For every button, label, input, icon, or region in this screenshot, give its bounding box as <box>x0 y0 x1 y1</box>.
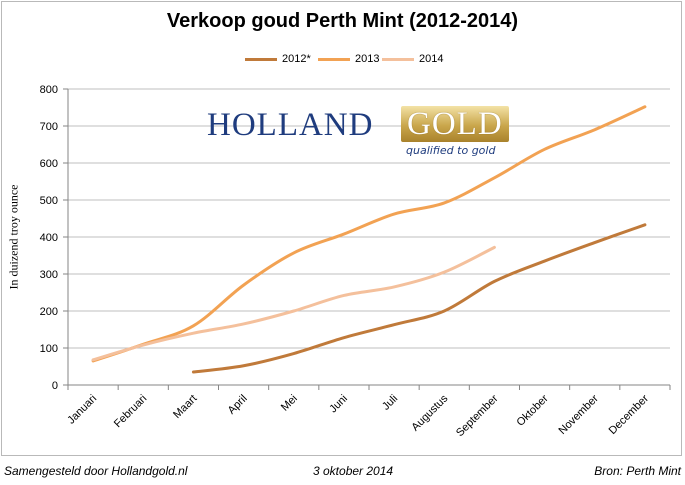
x-tick-label: Augustus <box>409 392 450 433</box>
series-lines <box>91 105 647 374</box>
legend-swatch-2013 <box>318 57 350 61</box>
x-tick-label: September <box>454 392 501 439</box>
footer: Samengesteld door Hollandgold.nl 3 oktob… <box>0 460 685 482</box>
y-tick-label: 700 <box>40 121 58 133</box>
legend-item-2013: 2013 <box>318 53 379 65</box>
legend-swatch-2014 <box>382 57 414 61</box>
chart-frame <box>1 1 682 456</box>
y-tick-label: 100 <box>40 343 58 355</box>
x-tick-labels: Januari Februari Maart April Mei Juni Juli Augu… <box>65 392 651 439</box>
y-tick-label: 600 <box>40 158 58 170</box>
logo-word-gold: GOLD <box>407 106 503 142</box>
series-line-2014 <box>91 245 496 362</box>
x-tick-label: December <box>607 392 652 437</box>
hollandgold-logo: HOLLAND GOLD qualified to gold <box>207 106 517 162</box>
y-tick-label: 800 <box>40 84 58 96</box>
footer-date: 3 oktober 2014 <box>313 464 394 478</box>
footer-credit: Samengesteld door Hollandgold.nl <box>4 464 188 478</box>
y-tick-labels: 0 100 200 300 400 500 600 700 800 <box>40 84 58 392</box>
x-tick-label: Maart <box>171 393 199 421</box>
x-tick-label: Mei <box>279 393 300 414</box>
x-tick-label: Februari <box>112 393 149 430</box>
x-tick-label: Juli <box>380 393 400 413</box>
y-tick-label: 0 <box>52 380 58 392</box>
logo-gold-box: GOLD <box>401 106 509 142</box>
legend-label-2013: 2013 <box>355 53 380 65</box>
chart-title: Verkoop goud Perth Mint (2012-2014) <box>166 10 519 32</box>
x-tick-label: November <box>557 392 602 437</box>
x-tick-label: Januari <box>65 393 99 427</box>
legend-item-2014: 2014 <box>382 53 443 65</box>
logo-word-holland: HOLLAND <box>207 107 374 143</box>
x-tick-label: Oktober <box>515 392 551 428</box>
y-tick-label: 300 <box>40 269 58 281</box>
legend-label-2012: 2012* <box>282 53 311 65</box>
series-line-2012 <box>191 223 647 374</box>
plot-area: 0 100 200 300 400 500 600 700 800 Januari Februar… <box>40 84 671 439</box>
x-tick-label: Juni <box>327 393 350 416</box>
legend-swatch-2012 <box>245 57 277 61</box>
footer-source: Bron: Perth Mint <box>594 464 681 478</box>
y-tick-label: 500 <box>40 195 58 207</box>
series-line-2013 <box>91 105 647 363</box>
logo-tagline: qualified to gold <box>406 144 496 157</box>
axes <box>63 88 671 390</box>
x-tick-label: April <box>226 393 250 417</box>
legend-label-2014: 2014 <box>419 53 444 65</box>
legend: 2012* 2013 2014 <box>0 53 685 69</box>
legend-item-2012: 2012* <box>245 53 311 65</box>
y-tick-label: 200 <box>40 306 58 318</box>
y-tick-label: 400 <box>40 232 58 244</box>
